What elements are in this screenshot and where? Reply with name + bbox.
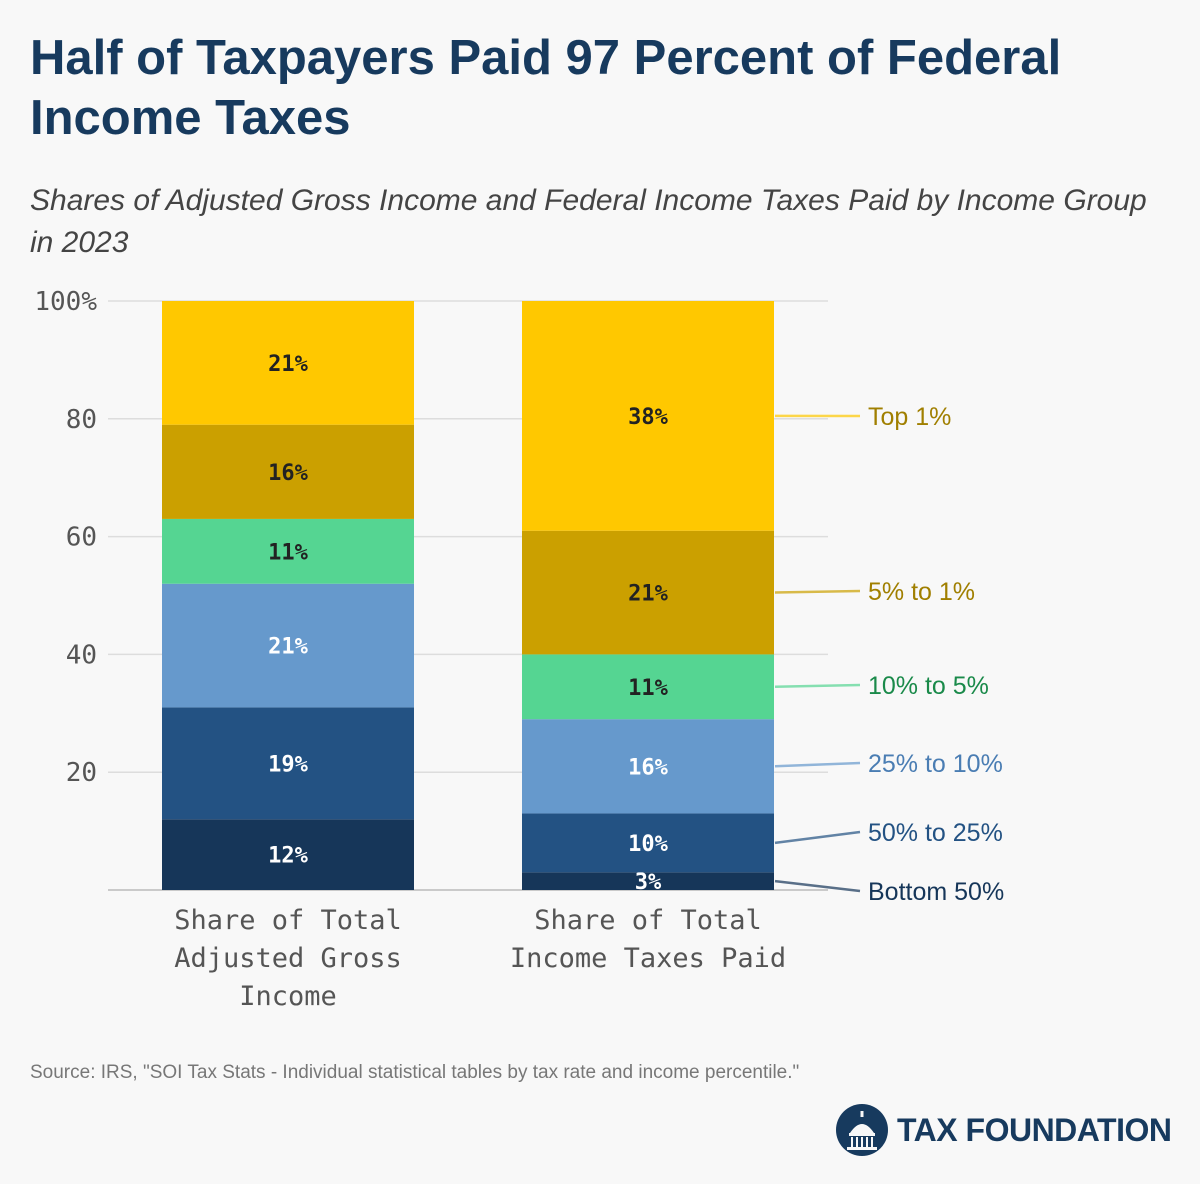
page-title: Half of Taxpayers Paid 97 Percent of Fed… [30, 31, 1062, 145]
y-tick-label: 20 [66, 758, 97, 788]
bar-data-label: 16% [628, 755, 668, 780]
x-category-label: Share of Total [534, 905, 762, 936]
legend-entry: Bottom 50% [868, 878, 1004, 906]
legend-entry: 50% to 25% [868, 819, 1003, 847]
bar-segment [522, 530, 774, 655]
bar-segment [162, 424, 414, 519]
bar-segment [522, 654, 774, 720]
bar-data-label: 38% [628, 405, 668, 430]
bar-segment [522, 719, 774, 814]
bar-segment [522, 813, 774, 873]
bar-data-label: 10% [628, 832, 668, 857]
bar-segment [162, 707, 414, 820]
bar-data-label: 11% [628, 676, 668, 701]
bar-data-label: 19% [268, 752, 308, 777]
bar-segment [162, 583, 414, 708]
bar-segment [162, 301, 414, 425]
bar-data-label: 11% [268, 540, 308, 565]
legend-leader-line [774, 589, 861, 594]
bar-data-label: 21% [268, 635, 308, 660]
bar-segment [162, 819, 414, 890]
bar-data-label: 3% [635, 870, 662, 895]
x-category-label: Income Taxes Paid [510, 943, 786, 974]
brand-logo: TAX FOUNDATION [835, 1102, 1172, 1158]
legend-entry: 10% to 5% [868, 672, 989, 700]
bar-data-label: 21% [268, 352, 308, 377]
capitol-dome-icon [836, 1104, 888, 1156]
legend-entry: Top 1% [868, 403, 951, 431]
x-category-label: Adjusted Gross [174, 943, 402, 974]
legend-leader-line [774, 683, 861, 689]
chart-subtitle: Shares of Adjusted Gross Income and Fede… [30, 184, 1147, 259]
y-tick-label: 100% [34, 287, 97, 317]
x-category-label: Income [239, 981, 337, 1012]
legend-leader-line [774, 879, 861, 893]
bar-segment [522, 301, 774, 531]
x-category-label: Share of Total [174, 905, 402, 936]
y-tick-label: 40 [66, 640, 97, 670]
legend-entry: 25% to 10% [868, 750, 1003, 778]
bar-data-label: 16% [268, 461, 308, 486]
bar-data-label: 21% [628, 582, 668, 607]
stacked-bar-chart: 20 40 60 80 100% 12% 3% 19% 10% 21% 16% 11% 11% 16% 21… [34, 287, 1004, 1012]
y-tick-label: 60 [66, 523, 97, 553]
bar-data-label: 12% [268, 844, 308, 869]
source-note: Source: IRS, "SOI Tax Stats - Individual… [30, 1062, 800, 1083]
legend-leader-line [774, 761, 861, 768]
brand-name: TAX FOUNDATION [897, 1111, 1172, 1148]
legend-entry: 5% to 1% [868, 578, 975, 606]
bar-segment [162, 518, 414, 584]
legend-leader-line [774, 830, 861, 845]
bar-segment [522, 872, 774, 890]
y-tick-label: 80 [66, 405, 97, 435]
